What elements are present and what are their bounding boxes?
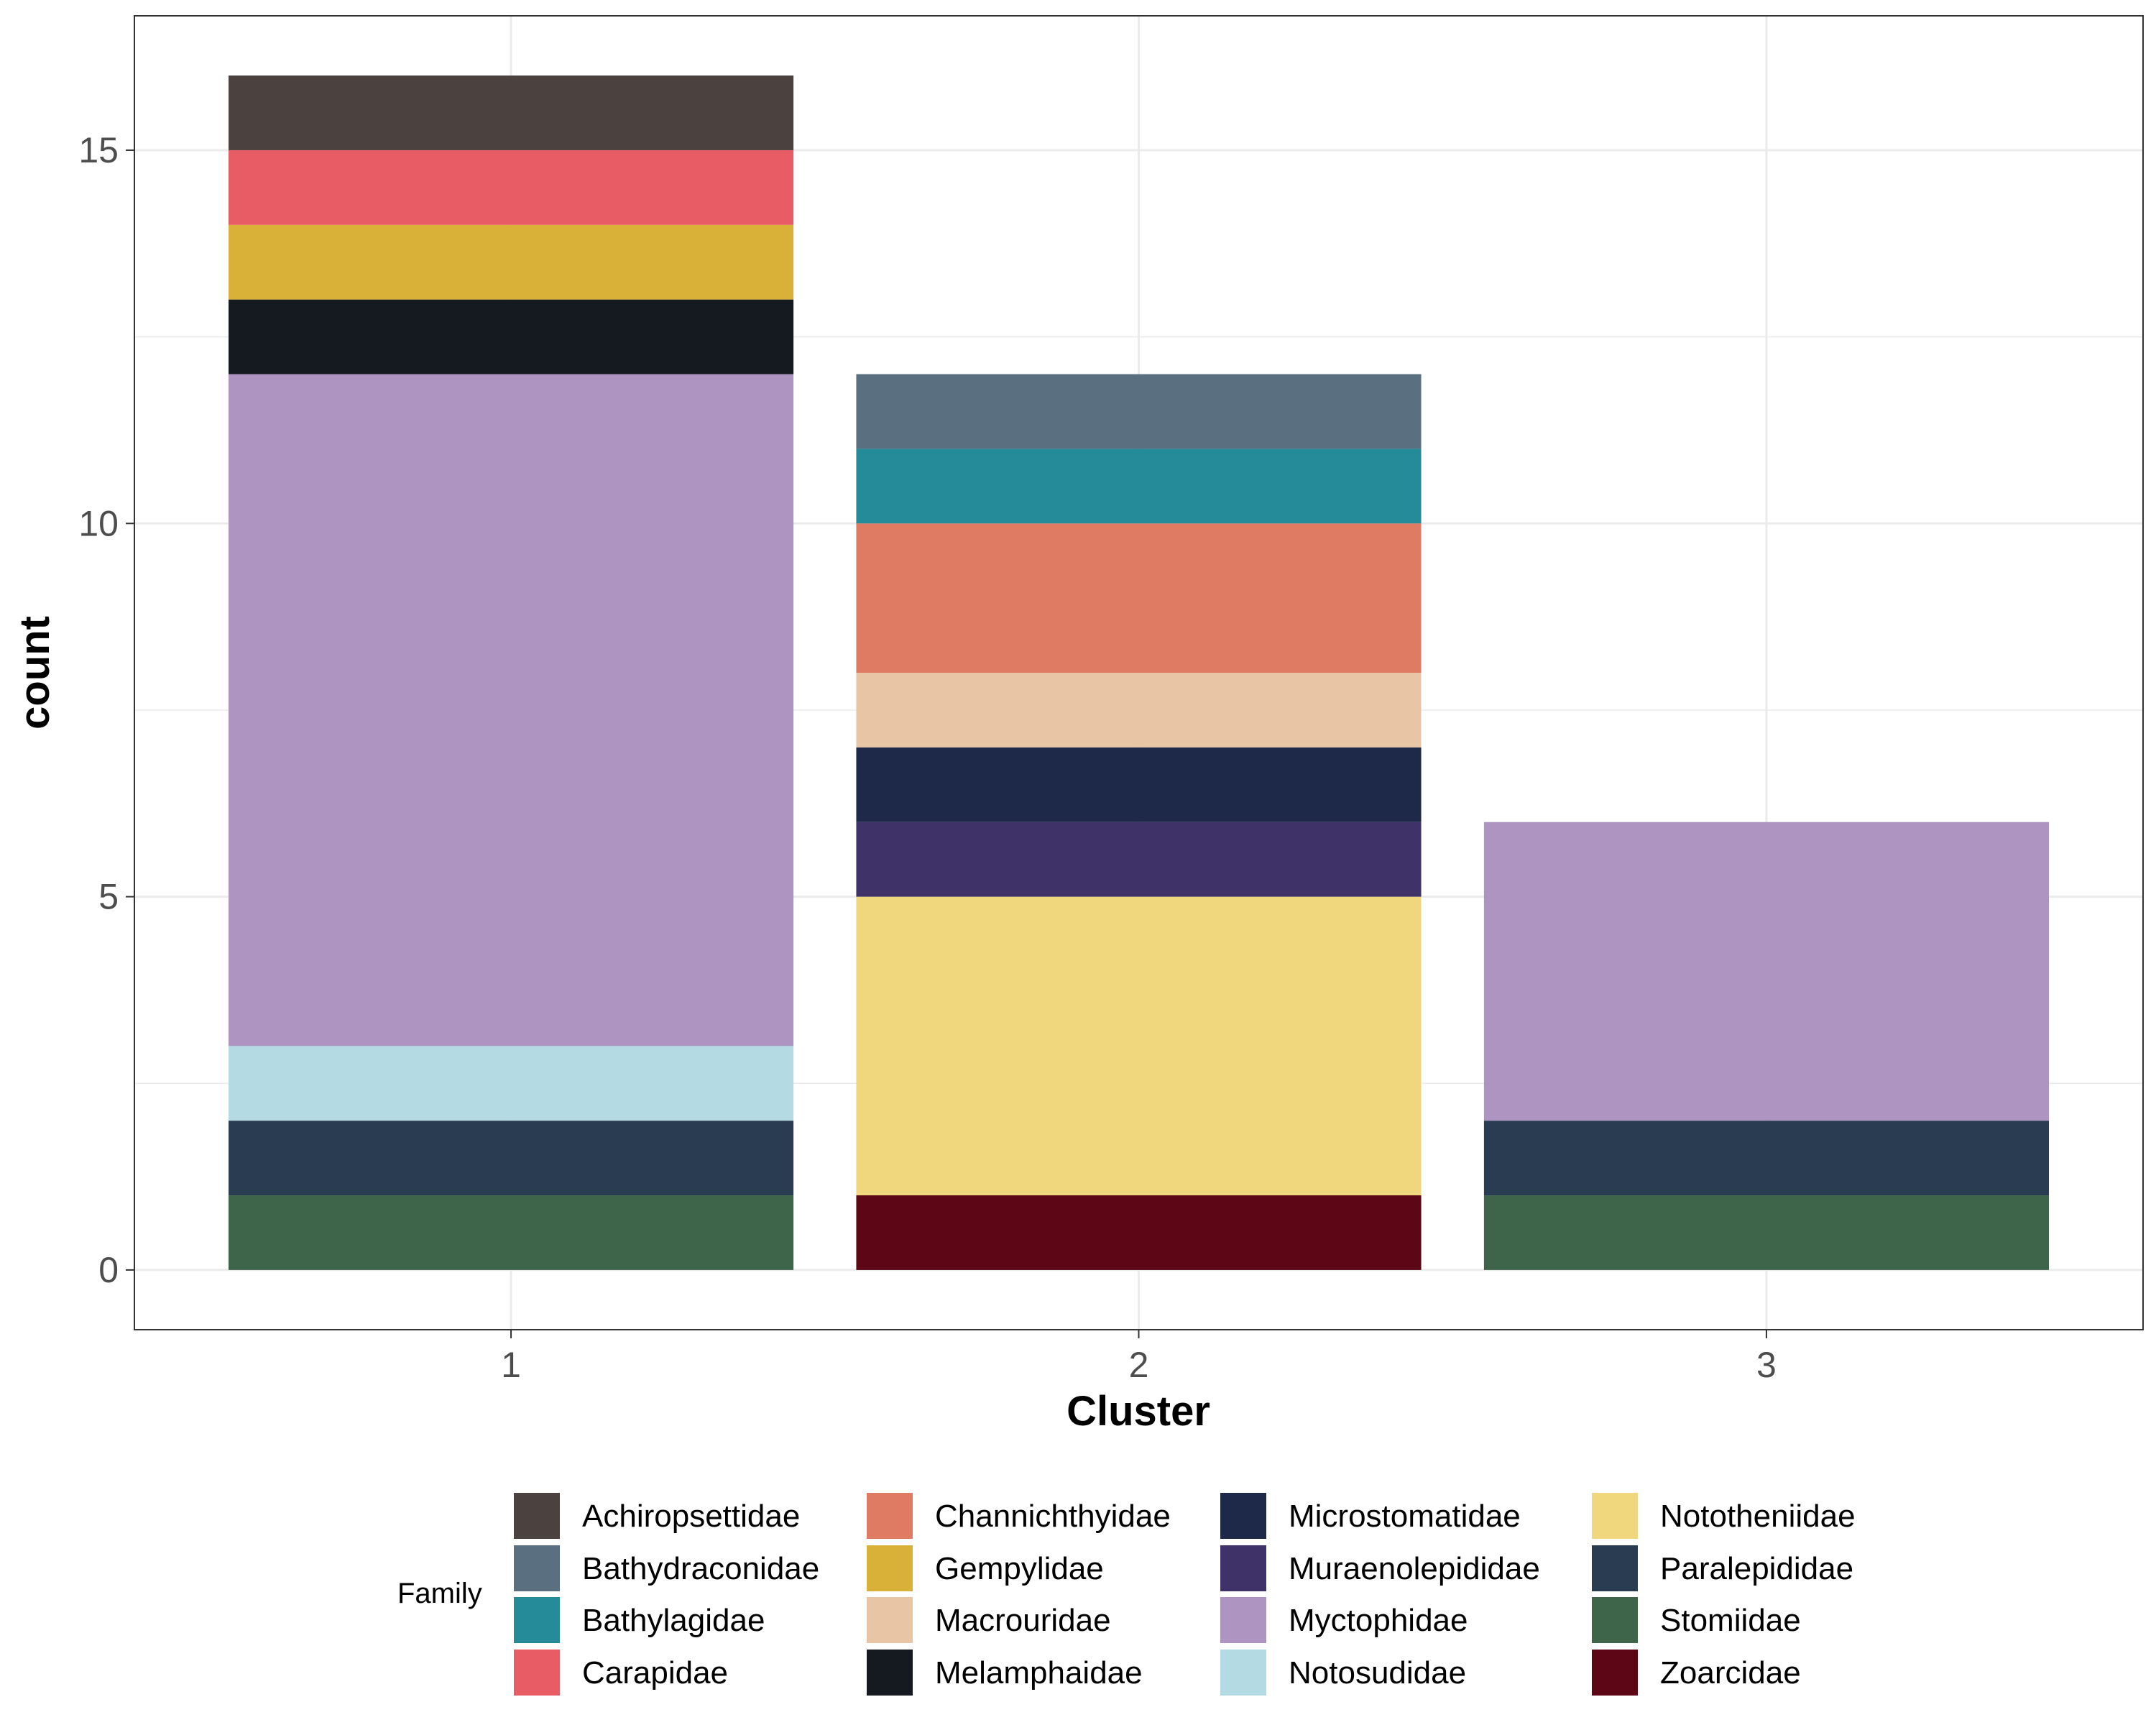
legend: Family Achiropsettidae Bathydraconidae Bat…	[397, 1491, 1856, 1697]
y-tick-label: 15	[78, 130, 119, 170]
bar-segment	[1483, 1121, 2049, 1196]
x-axis-title: Cluster	[1067, 1388, 1210, 1435]
legend-label: Gempylidae	[935, 1551, 1104, 1586]
axes: 0 5 10 15 1 2 3	[78, 130, 1776, 1385]
legend-swatch	[1219, 1544, 1268, 1593]
bar-segment	[856, 448, 1422, 524]
legend-item: Stomiidae	[1590, 1596, 1801, 1644]
bar-segment	[229, 374, 794, 1046]
bar-segment	[856, 822, 1422, 897]
legend-item: Macrouridae	[865, 1596, 1111, 1644]
legend-swatch	[1590, 1648, 1639, 1697]
bar-segment	[229, 75, 794, 150]
legend-item: Notosudidae	[1219, 1648, 1466, 1697]
y-tick-label: 0	[98, 1250, 119, 1290]
legend-item: Muraenolepididae	[1219, 1544, 1540, 1593]
legend-label: Achiropsettidae	[582, 1499, 800, 1534]
bar-segment	[1483, 1195, 2049, 1270]
bar-segment	[856, 374, 1422, 449]
bar-segment	[229, 1046, 794, 1121]
legend-label: Carapidae	[582, 1655, 728, 1690]
legend-label: Microstomatidae	[1289, 1499, 1521, 1534]
y-tick-label: 5	[98, 877, 119, 917]
legend-item: Channichthyidae	[865, 1491, 1171, 1540]
y-axis-title: count	[11, 616, 58, 730]
bar-segment	[856, 523, 1422, 673]
bars	[229, 75, 2049, 1270]
legend-item: Gempylidae	[865, 1544, 1104, 1593]
legend-swatch	[865, 1491, 914, 1540]
legend-label: Channichthyidae	[935, 1499, 1171, 1534]
legend-label: Notosudidae	[1289, 1655, 1466, 1690]
legend-swatch	[512, 1596, 561, 1644]
bar-segment	[229, 224, 794, 300]
legend-swatch	[512, 1648, 561, 1697]
legend-item: Melamphaidae	[865, 1648, 1143, 1697]
legend-swatch	[865, 1596, 914, 1644]
bar-segment	[856, 1195, 1422, 1270]
legend-label: Macrouridae	[935, 1603, 1111, 1638]
legend-item: Paralepididae	[1590, 1544, 1853, 1593]
bar-segment	[856, 896, 1422, 1196]
y-tick-label: 10	[78, 503, 119, 543]
legend-swatch	[1219, 1491, 1268, 1540]
legend-label: Paralepididae	[1660, 1551, 1853, 1586]
bar-segment	[229, 1121, 794, 1196]
bar-segment	[856, 747, 1422, 822]
legend-item: Nototheniidae	[1590, 1491, 1856, 1540]
legend-label: Nototheniidae	[1660, 1499, 1856, 1534]
legend-label: Bathylagidae	[582, 1603, 765, 1638]
bar-segment	[856, 673, 1422, 748]
legend-item: Myctophidae	[1219, 1596, 1468, 1644]
legend-swatch	[865, 1648, 914, 1697]
x-tick-label: 1	[501, 1345, 521, 1385]
legend-label: Melamphaidae	[935, 1655, 1143, 1690]
legend-swatch	[1219, 1596, 1268, 1644]
legend-swatch	[1590, 1596, 1639, 1644]
legend-item: Bathydraconidae	[512, 1544, 819, 1593]
x-tick-label: 3	[1756, 1345, 1777, 1385]
legend-label: Zoarcidae	[1660, 1655, 1801, 1690]
bar-segment	[229, 299, 794, 374]
legend-label: Myctophidae	[1289, 1603, 1468, 1638]
bar-segment	[229, 1195, 794, 1270]
bar-segment	[1483, 822, 2049, 1121]
legend-label: Stomiidae	[1660, 1603, 1801, 1638]
legend-swatch	[512, 1544, 561, 1593]
legend-item: Microstomatidae	[1219, 1491, 1521, 1540]
legend-label: Bathydraconidae	[582, 1551, 819, 1586]
legend-swatch	[512, 1491, 561, 1540]
legend-title: Family	[397, 1578, 482, 1609]
legend-swatch	[865, 1544, 914, 1593]
x-tick-label: 2	[1129, 1345, 1149, 1385]
legend-swatch	[1590, 1544, 1639, 1593]
legend-label: Muraenolepididae	[1289, 1551, 1540, 1586]
legend-item: Carapidae	[512, 1648, 728, 1697]
legend-item: Bathylagidae	[512, 1596, 765, 1644]
legend-swatch	[1590, 1491, 1639, 1540]
legend-item: Zoarcidae	[1590, 1648, 1801, 1697]
bar-segment	[229, 150, 794, 225]
legend-item: Achiropsettidae	[512, 1491, 800, 1540]
legend-swatch	[1219, 1648, 1268, 1697]
